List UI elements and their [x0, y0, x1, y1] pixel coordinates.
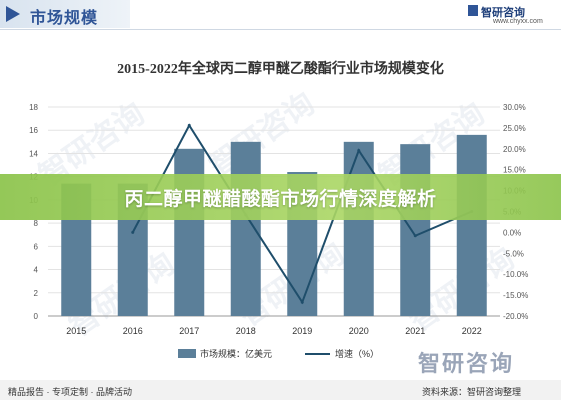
y-tick-label-left: 14 [29, 149, 38, 158]
y-tick-label-right: 30.0% [503, 103, 526, 112]
y-tick-label-right: -20.0% [503, 312, 528, 321]
bar [456, 134, 487, 316]
legend-label-line: 增速（%） [335, 348, 379, 359]
y-tick-label-left: 6 [34, 242, 39, 251]
y-tick-label-left: 8 [34, 219, 39, 228]
y-tick-label-left: 16 [29, 126, 38, 135]
legend-label-bar: 市场规模：亿美元 [200, 348, 272, 359]
bar [230, 141, 261, 316]
top-bar: 市场规模 智研咨询 www.chyxx.com [0, 0, 561, 30]
y-tick-label-right: 0.0% [503, 228, 521, 237]
title-banner [0, 174, 561, 220]
y-tick-label-left: 2 [34, 289, 39, 298]
chart-title: 2015-2022年全球丙二醇甲醚乙酸酯行业市场规模变化 [117, 62, 444, 77]
bar [343, 141, 374, 316]
y-tick-label-right: 25.0% [503, 124, 526, 133]
footer-bar: 精品报告 · 专项定制 · 品牌活动 资料来源：智研咨询整理 [0, 380, 561, 400]
x-tick-label: 2019 [292, 326, 312, 336]
x-tick-label: 2020 [349, 326, 369, 336]
y-tick-label-right: 15.0% [503, 166, 526, 175]
line-point [131, 230, 135, 234]
y-tick-label-right: -5.0% [503, 249, 524, 258]
brand-watermark-bottom: 智研咨询 [418, 351, 515, 376]
brand-url: www.chyxx.com [493, 18, 543, 25]
brand-logo-icon [468, 5, 478, 16]
x-tick-label: 2016 [123, 326, 143, 336]
x-tick-label: 2018 [236, 326, 256, 336]
line-point [413, 234, 417, 238]
x-tick-label: 2015 [66, 326, 86, 336]
footer-source: 资料来源：智研咨询整理 [422, 387, 522, 397]
y-tick-label-right: -15.0% [503, 291, 528, 300]
title-background [0, 0, 130, 28]
x-tick-label: 2017 [179, 326, 199, 336]
line-point [357, 148, 361, 152]
banner-headline: 丙二醇甲醚醋酸酯市场行情深度解析 [124, 189, 437, 210]
x-tick-label: 2022 [462, 326, 482, 336]
y-tick-label-left: 18 [29, 103, 38, 112]
line-point [300, 300, 304, 304]
section-title: 市场规模 [30, 10, 99, 27]
footer-tagline: 精品报告 · 专项定制 · 品牌活动 [8, 387, 132, 397]
line-point [187, 123, 191, 127]
header-divider [0, 29, 561, 30]
y-tick-label-left: 4 [34, 266, 39, 275]
bar [400, 144, 431, 316]
brand-logo-text: 智研咨询 [481, 7, 525, 19]
legend-swatch-bar [178, 349, 196, 358]
y-tick-label-left: 0 [34, 312, 39, 321]
y-tick-label-right: 20.0% [503, 145, 526, 154]
x-tick-label: 2021 [405, 326, 425, 336]
y-tick-label-right: -10.0% [503, 270, 528, 279]
